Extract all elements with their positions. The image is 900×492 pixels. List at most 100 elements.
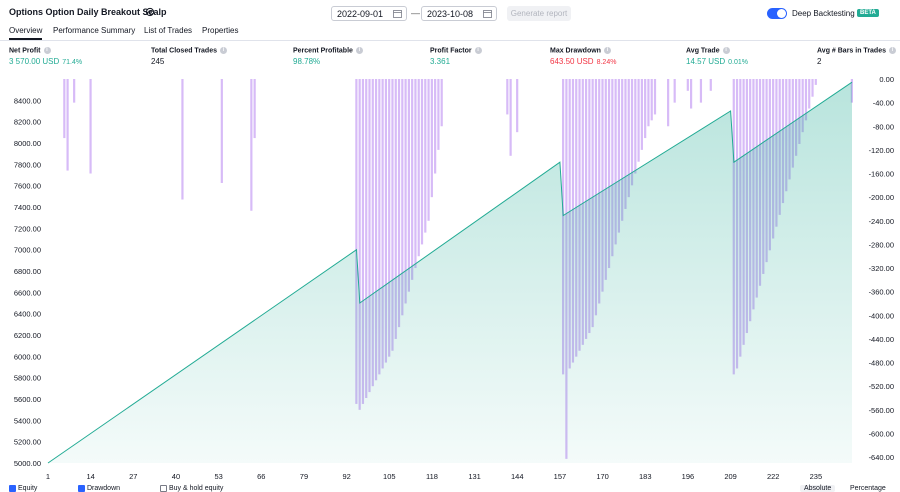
info-icon[interactable]: i bbox=[722, 47, 730, 54]
drawdown-bar bbox=[647, 79, 650, 127]
y-right-tick-label: 0.00 bbox=[879, 75, 894, 84]
drawdown-bar bbox=[394, 79, 397, 339]
strategy-title: Options Option Daily Breakout Scalp bbox=[9, 7, 167, 17]
info-icon[interactable]: i bbox=[889, 47, 896, 54]
y-right-tick-label: -440.00 bbox=[869, 335, 894, 344]
x-tick-label: 183 bbox=[639, 472, 652, 481]
x-tick-label: 66 bbox=[257, 472, 265, 481]
beta-badge: BETA bbox=[857, 9, 879, 17]
tab-overview[interactable]: Overview bbox=[9, 26, 43, 40]
absolute-button[interactable]: Absolute bbox=[800, 485, 836, 492]
drawdown-bar bbox=[653, 79, 657, 115]
drawdown-bar bbox=[673, 79, 676, 103]
legend-buy-hold[interactable]: Buy & hold equity bbox=[160, 485, 223, 492]
y-right-tick-label: -520.00 bbox=[869, 382, 894, 391]
y-right-tick-label: -160.00 bbox=[869, 170, 894, 179]
equity-drawdown-chart[interactable]: 5000.00 5200.00 5400.00 5600.00 5800.00 6000.… bbox=[0, 74, 900, 484]
y-left-tick-label: 7400.00 bbox=[14, 203, 41, 212]
drawdown-bar bbox=[640, 79, 643, 150]
stat-avg-trade: Avg Trade i 14.57 USD 0.01% bbox=[686, 47, 748, 66]
tab-performance-summary[interactable]: Performance Summary bbox=[53, 26, 136, 35]
drawdown-bar bbox=[440, 79, 443, 127]
drawdown-bar bbox=[430, 79, 433, 198]
y-left-tick-label: 8000.00 bbox=[14, 139, 41, 148]
x-tick-label: 196 bbox=[682, 472, 695, 481]
drawdown-bar bbox=[420, 79, 424, 245]
y-right-tick-label: -240.00 bbox=[869, 217, 894, 226]
drawdown-bar bbox=[506, 79, 509, 115]
x-tick-label: 14 bbox=[86, 472, 94, 481]
info-icon[interactable]: i bbox=[603, 47, 611, 54]
bottom-legend: Equity Drawdown Buy & hold equity Absolu… bbox=[0, 485, 900, 492]
deep-backtesting-label: Deep Backtesting bbox=[792, 9, 855, 18]
net-profit-value: 3 570.00 USD bbox=[9, 57, 60, 67]
y-left-tick-label: 8200.00 bbox=[14, 118, 41, 127]
date-to-input[interactable]: 2023-10-08 bbox=[421, 6, 497, 21]
drawdown-bar bbox=[414, 79, 417, 269]
drawdown-bar bbox=[381, 79, 384, 369]
drawdown-bar bbox=[73, 79, 76, 103]
deep-backtesting-toggle[interactable] bbox=[767, 8, 787, 19]
settings-icon[interactable] bbox=[145, 7, 155, 17]
drawdown-bar bbox=[604, 79, 607, 280]
y-left-tick-label: 6800.00 bbox=[14, 267, 41, 276]
info-icon[interactable]: i bbox=[355, 47, 363, 54]
drawdown-bar bbox=[811, 79, 814, 97]
drawdown-bar bbox=[686, 79, 689, 91]
net-profit-percent: 71.4% bbox=[62, 59, 83, 67]
stat-net-profit: Net Profit i 3 570.00 USD 71.4% bbox=[9, 47, 82, 66]
y-left-tick-label: 5200.00 bbox=[14, 438, 41, 447]
date-to-value: 2023-10-08 bbox=[427, 9, 474, 19]
info-icon[interactable]: i bbox=[474, 47, 482, 54]
drawdown-bar bbox=[417, 79, 420, 257]
x-tick-label: 170 bbox=[596, 472, 609, 481]
drawdown-bar bbox=[509, 79, 512, 156]
tab-list-of-trades[interactable]: List of Trades bbox=[144, 26, 193, 35]
calendar-icon[interactable] bbox=[483, 9, 492, 18]
checkbox-icon[interactable] bbox=[78, 485, 85, 492]
percentage-button[interactable]: Percentage bbox=[846, 485, 890, 492]
drawdown-bar bbox=[384, 79, 388, 363]
avg-bars-value: 2 bbox=[817, 57, 822, 67]
drawdown-bar bbox=[624, 79, 627, 209]
drawdown-bar bbox=[808, 79, 811, 109]
drawdown-bar bbox=[598, 79, 601, 304]
info-icon[interactable]: i bbox=[43, 47, 51, 54]
y-right-tick-label: -280.00 bbox=[869, 240, 894, 249]
drawdown-bar bbox=[250, 79, 253, 211]
y-left-tick-label: 6400.00 bbox=[14, 310, 41, 319]
drawdown-bar bbox=[220, 79, 223, 183]
drawdown-bar bbox=[63, 79, 66, 139]
y-left-tick-label: 5400.00 bbox=[14, 416, 41, 425]
drawdown-bar bbox=[650, 79, 653, 121]
drawdown-bar bbox=[516, 79, 519, 133]
legend-drawdown[interactable]: Drawdown bbox=[78, 485, 120, 492]
legend-equity-label: Equity bbox=[17, 485, 38, 492]
toggle-knob bbox=[777, 9, 786, 18]
drawdown-bar bbox=[374, 79, 378, 381]
drawdown-bar bbox=[667, 79, 670, 127]
stat-total-closed-trades: Total Closed Trades i 245 bbox=[151, 47, 227, 66]
generate-report-button[interactable]: Generate report bbox=[507, 6, 571, 21]
drawdown-bar bbox=[411, 79, 414, 280]
checkbox-icon[interactable] bbox=[160, 485, 167, 492]
equity-line bbox=[47, 81, 853, 464]
date-from-input[interactable]: 2022-09-01 bbox=[331, 6, 407, 21]
date-from-value: 2022-09-01 bbox=[337, 9, 384, 19]
legend-drawdown-label: Drawdown bbox=[86, 485, 121, 492]
drawdown-bar bbox=[368, 79, 371, 393]
tab-properties[interactable]: Properties bbox=[202, 26, 239, 35]
info-icon[interactable]: i bbox=[220, 47, 227, 54]
drawdown-bar bbox=[617, 79, 621, 233]
drawdown-bar bbox=[798, 79, 801, 144]
drawdown-bar bbox=[801, 79, 804, 133]
y-left-tick-label: 8400.00 bbox=[14, 96, 41, 105]
calendar-icon[interactable] bbox=[393, 9, 402, 18]
stat-percent-profitable: Percent Profitable i 98.78% bbox=[293, 47, 363, 66]
y-left-tick-label: 6200.00 bbox=[14, 331, 41, 340]
drawdown-bar bbox=[427, 79, 430, 221]
drawdown-bar bbox=[181, 79, 184, 200]
legend-equity[interactable]: Equity bbox=[9, 485, 37, 492]
checkbox-icon[interactable] bbox=[9, 485, 16, 492]
drawdown-bar bbox=[644, 79, 647, 139]
